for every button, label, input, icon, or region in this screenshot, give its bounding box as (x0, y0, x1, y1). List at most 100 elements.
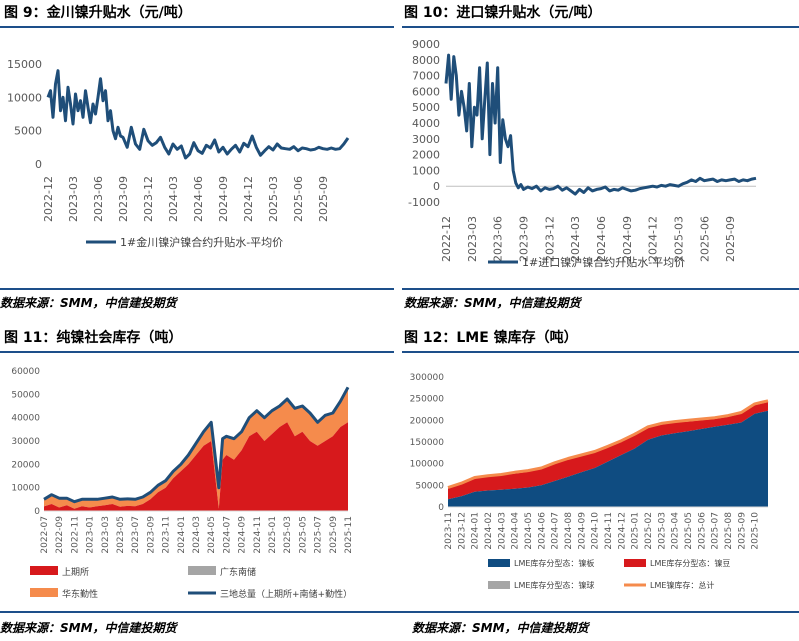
fig12-xtick-23: 2025-10 (751, 512, 761, 550)
fig12-ytick-0: 0 (438, 503, 444, 513)
fig11-legend-swatch-0 (30, 566, 58, 575)
fig11-legend-swatch-2 (30, 588, 58, 597)
fig11-xtick-1: 2022-09 (55, 516, 65, 554)
fig10-legend-label: 1#进口镍沪镍合约升贴水-平均价 (522, 255, 685, 269)
fig12-xtick-21: 2025-08 (724, 512, 734, 550)
fig9-ytick-3: 15000 (7, 58, 42, 71)
fig10-ytick-9: 8000 (412, 54, 440, 67)
fig10-bottom-rule (402, 288, 799, 290)
fig9-xtick-0: 2022-12 (42, 176, 55, 222)
fig12-xtick-3: 2024-02 (484, 512, 494, 550)
fig12-area-bean (448, 402, 768, 500)
fig10-ytick-7: 6000 (412, 85, 440, 98)
fig11-xtick-5: 2023-05 (116, 516, 126, 554)
fig11-xtick-4: 2023-03 (101, 516, 111, 554)
fig11-source: 数据来源：SMM，中信建投期货 (0, 621, 177, 635)
fig11-xtick-19: 2025-09 (329, 516, 339, 554)
fig10-xtick-4: 2023-12 (543, 216, 556, 262)
fig12-xtick-16: 2025-03 (657, 512, 667, 550)
fig10-ytick-0: -1000 (408, 196, 440, 209)
fig12-xtick-1: 2023-12 (457, 512, 467, 550)
fig12-xtick-19: 2025-06 (697, 512, 707, 550)
fig12-xtick-5: 2024-04 (511, 512, 521, 550)
fig12-legend-label-3: LME镍库存：总计 (650, 580, 714, 590)
fig11-legend-label-1: 广东南储 (220, 566, 256, 578)
fig11-xtick-7: 2023-09 (146, 516, 156, 554)
fig9-xtick-4: 2023-12 (142, 176, 155, 222)
fig9-top-rule (0, 26, 394, 28)
fig10-ytick-2: 1000 (412, 164, 440, 177)
fig11-total-line (43, 386, 350, 504)
fig10-xtick-0: 2022-12 (440, 216, 453, 262)
fig12-area-plate (448, 410, 768, 507)
fig9-source: 数据来源：SMM，中信建投期货 (0, 296, 177, 310)
fig11-xtick-13: 2024-09 (238, 516, 248, 554)
fig10-xtick-9: 2025-03 (673, 216, 686, 262)
fig12-xtick-18: 2025-05 (684, 512, 694, 550)
fig11-ytick-3: 30000 (11, 437, 40, 447)
fig11-xtick-16: 2025-03 (283, 516, 293, 554)
fig9-xtick-7: 2024-09 (217, 176, 230, 222)
fig12-xtick-9: 2024-08 (564, 512, 574, 550)
fig10-xtick-10: 2025-06 (698, 216, 711, 262)
fig12-xtick-22: 2025-09 (737, 512, 747, 550)
fig12-source: 数据来源：SMM，中信建投期货 (412, 621, 589, 635)
fig12-legend-swatch-1 (624, 559, 646, 567)
fig11-xtick-15: 2025-01 (268, 516, 278, 554)
fig12-ytick-4: 200000 (410, 416, 445, 426)
fig9-bottom-rule (0, 288, 394, 290)
fig12-legend-swatch-0 (488, 559, 510, 567)
fig12-title: 图 12：LME 镍库存（吨） (404, 330, 578, 346)
fig12-xtick-8: 2024-07 (551, 512, 561, 550)
fig9-ytick-1: 5000 (14, 125, 42, 138)
fig11-xtick-2: 2022-11 (70, 516, 80, 554)
fig10-xtick-6: 2024-06 (595, 216, 608, 262)
fig9-xtick-1: 2023-03 (67, 176, 80, 222)
fig12-total-line (447, 399, 769, 489)
fig12-legend-swatch-2 (488, 581, 510, 589)
fig12-ytick-2: 100000 (410, 460, 445, 470)
fig12-xtick-4: 2024-03 (497, 512, 507, 550)
fig10-series-line-0 (444, 53, 757, 196)
fig9-xtick-3: 2023-09 (117, 176, 130, 222)
fig11-xtick-0: 2022-07 (40, 516, 50, 554)
fig10-ytick-8: 7000 (412, 70, 440, 83)
fig12-xtick-15: 2025-02 (644, 512, 654, 550)
fig11-legend-swatch-1 (188, 566, 216, 575)
fig10-chart: -1000 0 1000 2000 3000 4000 5000 6000 7000 8000 90… (408, 38, 757, 269)
fig9-xtick-11: 2025-09 (317, 176, 330, 222)
fig10-xtick-5: 2024-03 (569, 216, 582, 262)
fig12-xtick-7: 2024-06 (537, 512, 547, 550)
fig10-title: 图 10：进口镍升贴水（元/吨） (404, 5, 602, 21)
fig12-xtick-12: 2024-11 (604, 512, 614, 550)
fig10-xtick-2: 2023-06 (492, 216, 505, 262)
fig9-xtick-2: 2023-06 (92, 176, 105, 222)
bottom-rule (0, 611, 799, 613)
fig11-xtick-18: 2025-07 (314, 516, 324, 554)
fig11-ytick-5: 50000 (11, 390, 40, 400)
fig11-area-shfe (44, 422, 348, 511)
fig11-top-rule (0, 351, 394, 353)
fig10-xtick-1: 2023-03 (466, 216, 479, 262)
fig11-ytick-1: 10000 (11, 484, 40, 494)
fig10-ytick-3: 2000 (412, 149, 440, 162)
fig10-ytick-10: 9000 (412, 38, 440, 51)
fig12-ytick-5: 250000 (410, 395, 445, 405)
fig10-xtick-8: 2024-12 (647, 216, 660, 262)
fig9-xtick-5: 2024-03 (167, 176, 180, 222)
fig11-chart: 0 10000 20000 30000 40000 50000 60000 2022-07 20… (11, 367, 354, 600)
fig11-ytick-0: 0 (34, 507, 40, 517)
fig12-xtick-20: 2025-07 (711, 512, 721, 550)
fig12-xtick-17: 2025-04 (671, 512, 681, 550)
fig10-xtick-3: 2023-09 (518, 216, 531, 262)
fig10-ytick-6: 5000 (412, 101, 440, 114)
fig12-xtick-6: 2024-05 (524, 512, 534, 550)
fig11-xtick-14: 2024-11 (253, 516, 263, 554)
fig11-xtick-3: 2023-01 (86, 516, 96, 554)
fig9-xtick-10: 2025-06 (292, 176, 305, 222)
fig11-xtick-12: 2024-07 (222, 516, 232, 554)
fig11-xtick-6: 2023-07 (131, 516, 141, 554)
fig9-title: 图 9：金川镍升贴水（元/吨） (4, 5, 192, 21)
fig9-xtick-9: 2025-03 (267, 176, 280, 222)
fig10-ytick-4: 3000 (412, 133, 440, 146)
